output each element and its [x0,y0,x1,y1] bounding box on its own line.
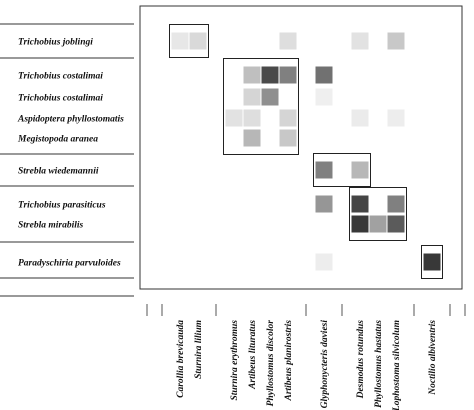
column-label: Noctilio albiventris [428,320,438,396]
interaction-cell [225,109,243,127]
interaction-cell [243,109,261,127]
column-label: Glyphonycteris daviesi [320,320,330,409]
row-label: Megistopoda aranea [17,135,98,145]
column-label: Artibeus planirostris [284,320,294,402]
module-box [349,187,407,241]
module-box [313,153,371,187]
row-label: Trichobius costalimai [18,72,103,82]
interaction-cell [351,161,369,179]
interaction-cell [315,195,333,213]
row-label: Trichobius parasiticus [18,201,106,211]
interaction-cell [171,32,189,50]
interaction-cell [315,161,333,179]
column-label: Desmodus rotundus [356,320,366,400]
module-box [421,245,443,279]
row-label: Strebla mirabilis [18,221,83,231]
column-label: Phyllostomus hastatus [374,320,384,408]
module-box [169,24,209,58]
interaction-cell [387,109,405,127]
interaction-cell [279,109,297,127]
interaction-cell [315,88,333,106]
interaction-cell [387,32,405,50]
column-label: Sturnira lilium [194,320,204,379]
matrix-frame [139,5,463,290]
row-label: Trichobius joblingi [18,38,93,48]
interaction-cell [315,66,333,84]
interaction-cell [279,129,297,147]
interaction-cell [243,129,261,147]
interaction-cell [189,32,207,50]
interaction-cell [387,195,405,213]
interaction-cell [315,253,333,271]
row-label: Aspidoptera phyllostomatis [17,115,124,125]
interaction-cell [351,195,369,213]
interaction-cell [261,66,279,84]
row-label: Trichobius costalimai [18,94,103,104]
column-label: Artibeus lituratus [248,320,258,390]
interaction-cell [423,253,441,271]
interaction-cell [351,215,369,233]
column-label: Carollia brevicauda [176,320,186,398]
interaction-cell [387,215,405,233]
interaction-cell [243,88,261,106]
column-label: Sturnira erythromus [230,320,240,401]
interaction-cell [369,215,387,233]
interaction-cell [261,88,279,106]
interaction-cell [279,32,297,50]
interaction-cell [279,66,297,84]
row-label: Paradyschiria parvuloides [18,259,121,269]
module-box [223,58,299,155]
row-label: Strebla wiedemannii [18,167,99,177]
interaction-cell [243,66,261,84]
interaction-cell [351,109,369,127]
column-label: Lophostoma silvicolum [392,320,402,410]
column-label: Phyllostomus discolor [266,320,276,407]
interaction-cell [351,32,369,50]
